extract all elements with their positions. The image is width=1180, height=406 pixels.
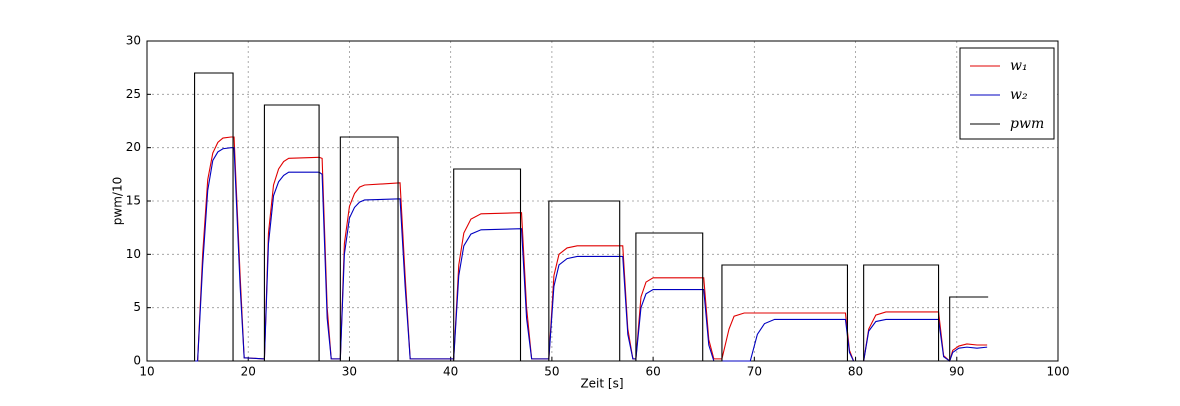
x-tick-label: 80 — [848, 365, 863, 379]
line-series — [157, 136, 988, 362]
line-series — [157, 72, 989, 362]
x-tick-label: 100 — [1047, 365, 1070, 379]
y-tick-label: 0 — [133, 354, 141, 368]
x-tick-label: 20 — [241, 365, 256, 379]
x-tick-label: 40 — [443, 365, 458, 379]
legend-label: w₁ — [1010, 58, 1028, 74]
y-tick-label: 30 — [126, 34, 141, 48]
plot-frame — [146, 40, 1059, 362]
y-tick-label: 20 — [126, 140, 141, 154]
x-tick-label: 30 — [342, 365, 357, 379]
x-tick-label: 90 — [949, 365, 964, 379]
y-tick-label: 5 — [133, 300, 141, 314]
y-tick-label: 15 — [126, 194, 141, 208]
x-tick-label: 10 — [139, 365, 154, 379]
y-axis-label: pwm/10 — [111, 177, 125, 225]
legend-label: w₂ — [1010, 87, 1028, 103]
y-tick-label: 25 — [126, 87, 141, 101]
y-tick-label: 10 — [126, 247, 141, 261]
legend-label: pwm — [1010, 116, 1044, 132]
x-tick-label: 50 — [544, 365, 559, 379]
x-tick-label: 70 — [747, 365, 762, 379]
x-axis-label: Zeit [s] — [580, 377, 623, 391]
x-tick-label: 60 — [645, 365, 660, 379]
